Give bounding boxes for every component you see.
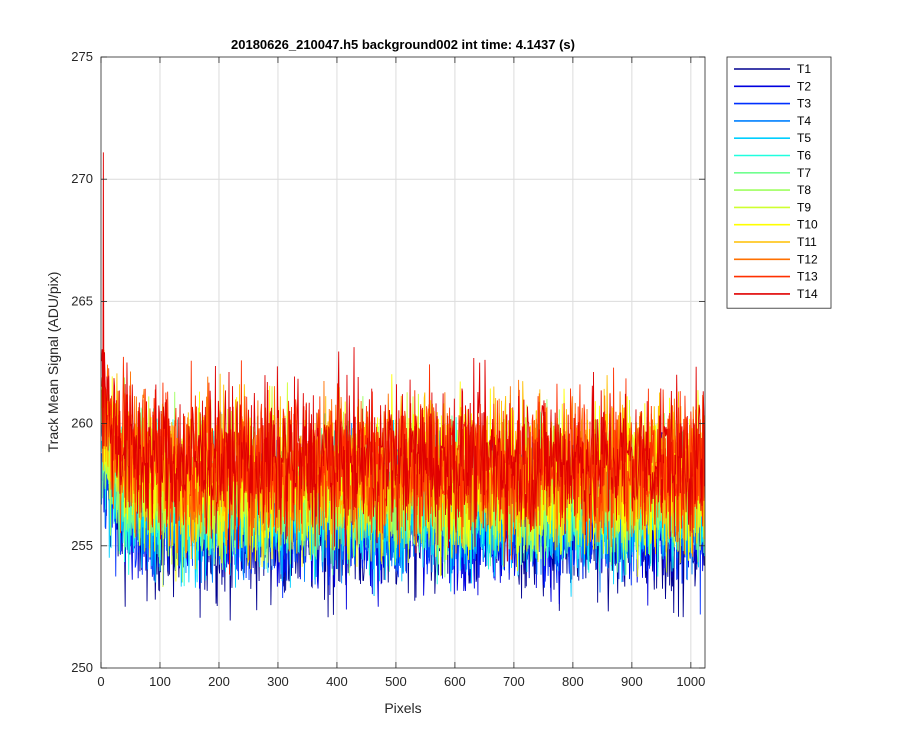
legend-label-t10: T10	[797, 218, 818, 232]
x-tick-label: 300	[267, 674, 289, 689]
legend-label-t11: T11	[797, 235, 817, 249]
chart-title: 20180626_210047.h5 background002 int tim…	[231, 37, 575, 52]
legend-label-t8: T8	[797, 183, 811, 197]
x-axis-label: Pixels	[384, 700, 421, 716]
ticks	[100, 56, 705, 669]
x-tick-label: 200	[208, 674, 230, 689]
y-tick-label: 275	[71, 49, 93, 64]
series-line-t14	[101, 152, 705, 575]
x-tick-label: 0	[97, 674, 104, 689]
legend-label-t14: T14	[797, 287, 818, 301]
legend: T1 T2 T3 T4 T5 T6 T7 T8 T9 T10 T11 T12 T13 T14	[726, 56, 832, 309]
axes-box	[100, 56, 706, 669]
y-tick-label: 250	[71, 660, 93, 675]
x-tick-labels: 0 100 200 300 400 500 600 700 800 900 1000	[97, 674, 705, 689]
legend-label-t1: T1	[797, 62, 811, 76]
x-tick-label: 600	[444, 674, 466, 689]
legend-label-t3: T3	[797, 97, 811, 111]
legend-label-t2: T2	[797, 79, 811, 93]
x-tick-label: 100	[149, 674, 171, 689]
series-group	[101, 152, 705, 621]
x-tick-label: 1000	[676, 674, 705, 689]
x-tick-label: 900	[621, 674, 643, 689]
legend-label-t5: T5	[797, 131, 811, 145]
legend-box	[726, 56, 832, 309]
x-tick-label: 500	[385, 674, 407, 689]
x-tick-label: 700	[503, 674, 525, 689]
x-tick-label: 800	[562, 674, 584, 689]
y-axis-label: Track Mean Signal (ADU/pix)	[45, 272, 61, 453]
legend-label-t4: T4	[797, 114, 811, 128]
legend-label-t12: T12	[797, 252, 818, 266]
y-tick-label: 265	[71, 293, 93, 308]
legend-label-t6: T6	[797, 149, 811, 163]
y-tick-label: 270	[71, 171, 93, 186]
y-tick-label: 255	[71, 538, 93, 553]
y-tick-label: 260	[71, 416, 93, 431]
legend-label-t9: T9	[797, 200, 811, 214]
legend-label-t7: T7	[797, 166, 811, 180]
x-tick-label: 400	[326, 674, 348, 689]
legend-label-t13: T13	[797, 270, 818, 284]
y-tick-labels: 250 255 260 265 270 275	[71, 49, 93, 675]
